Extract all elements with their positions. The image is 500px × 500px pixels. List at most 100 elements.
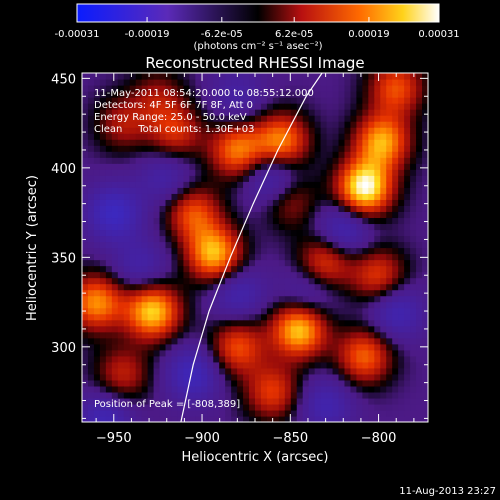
heatmap-cell [380, 139, 387, 146]
heatmap-cell [165, 385, 173, 393]
heatmap-cell [374, 175, 381, 182]
heatmap-cell [135, 391, 143, 399]
heatmap-cell [272, 271, 280, 279]
heatmap-cell [272, 247, 280, 255]
heatmap-cell [159, 163, 167, 170]
heatmap-cell [255, 343, 262, 351]
heatmap-cell [314, 235, 322, 243]
heatmap-cell [290, 73, 298, 80]
heatmap-cell [356, 325, 363, 333]
heatmap-cell [195, 103, 202, 110]
heatmap-cell [105, 397, 113, 405]
heatmap-cell [296, 187, 304, 194]
heatmap-cell [272, 193, 280, 200]
heatmap-cell [308, 307, 316, 315]
heatmap-cell [320, 229, 328, 237]
heatmap-cell [338, 253, 346, 261]
heatmap-cell [404, 409, 411, 417]
heatmap-cell [320, 109, 328, 116]
heatmap-cell [195, 217, 202, 225]
heatmap-cell [416, 349, 423, 357]
heatmap-cell [189, 397, 196, 405]
heatmap-cell [177, 331, 185, 339]
heatmap-cell [243, 157, 250, 164]
heatmap-cell [159, 223, 167, 231]
heatmap-cell [129, 337, 137, 345]
heatmap-cell [201, 163, 208, 170]
heatmap-cell [207, 325, 214, 333]
heatmap-cell [87, 283, 95, 291]
heatmap-cell [99, 181, 107, 188]
colorbar-units-label: (photons cm⁻² s⁻¹ asec⁻²) [193, 41, 322, 52]
heatmap-cell [255, 307, 262, 315]
heatmap-cell [386, 139, 393, 146]
heatmap-cell [386, 199, 393, 206]
heatmap-cell [249, 415, 256, 422]
heatmap-cell [386, 343, 393, 351]
heatmap-cell [105, 109, 113, 116]
heatmap-cell [260, 169, 268, 176]
heatmap-cell [332, 145, 340, 152]
heatmap-cell [392, 259, 399, 267]
heatmap-cell [171, 331, 179, 339]
heatmap-cell [207, 355, 214, 363]
heatmap-cell [243, 145, 250, 152]
heatmap-cell [266, 295, 274, 303]
heatmap-cell [326, 79, 334, 86]
heatmap-cell [416, 295, 423, 303]
heatmap-cell [338, 259, 346, 267]
heatmap-cell [225, 253, 232, 261]
heatmap-cell [404, 259, 411, 267]
heatmap-cell [314, 289, 322, 297]
heatmap-cell [129, 169, 137, 176]
heatmap-cell [177, 109, 185, 116]
heatmap-cell [237, 211, 244, 219]
heatmap-cell [219, 217, 226, 225]
heatmap-cell [93, 379, 101, 387]
heatmap-cell [404, 385, 411, 393]
heatmap-cell [117, 361, 125, 369]
heatmap-cell [386, 241, 393, 249]
heatmap-cell [278, 73, 286, 80]
heatmap-cell [201, 241, 208, 249]
heatmap-cell [410, 259, 417, 267]
heatmap-cell [99, 145, 107, 152]
heatmap-cell [332, 307, 340, 315]
heatmap-cell [356, 199, 363, 206]
heatmap-cell [87, 121, 95, 128]
heatmap-cell [99, 259, 107, 267]
heatmap-cell [392, 397, 399, 405]
heatmap-cell [374, 265, 381, 273]
heatmap-cell [422, 367, 428, 375]
heatmap-cell [296, 199, 304, 206]
heatmap-cell [332, 181, 340, 188]
heatmap-cell [243, 121, 250, 128]
heatmap-cell [249, 139, 256, 146]
heatmap-cell [201, 157, 208, 164]
heatmap-cell [356, 175, 363, 182]
heatmap-cell [195, 151, 202, 158]
heatmap-cell [165, 307, 173, 315]
heatmap-cell [249, 181, 256, 188]
heatmap-cell [195, 331, 202, 339]
heatmap-cell [326, 409, 334, 417]
heatmap-cell [82, 277, 89, 285]
heatmap-cell [386, 127, 393, 134]
heatmap-cell [374, 193, 381, 200]
heatmap-cell [278, 259, 286, 267]
heatmap-cell [219, 73, 226, 80]
heatmap-cell [213, 145, 220, 152]
heatmap-cell [350, 139, 358, 146]
heatmap-cell [332, 151, 340, 158]
heatmap-cell [302, 391, 310, 399]
heatmap-cell [374, 397, 381, 405]
heatmap-cell [87, 235, 95, 243]
heatmap-cell [177, 205, 185, 212]
heatmap-cell [249, 151, 256, 158]
heatmap-cell [350, 229, 358, 237]
heatmap-cell [249, 265, 256, 273]
heatmap-cell [338, 145, 346, 152]
heatmap-cell [135, 91, 143, 98]
heatmap-cell [398, 91, 405, 98]
heatmap-cell [225, 277, 232, 285]
